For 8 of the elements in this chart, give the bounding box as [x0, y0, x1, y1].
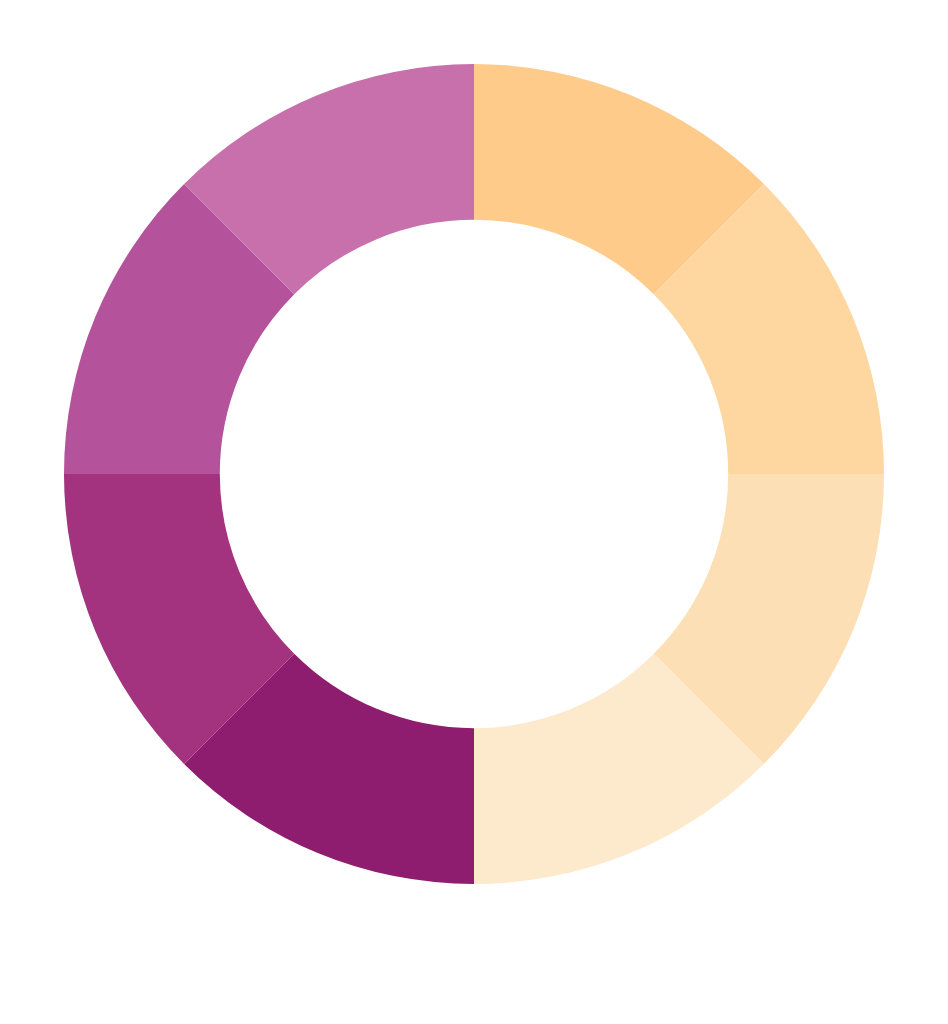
donut-slice — [64, 474, 295, 764]
donut-slice — [474, 64, 764, 295]
donut-slice — [184, 64, 474, 295]
donut-slice — [474, 653, 764, 884]
donut-slice — [653, 184, 884, 474]
donut-slice — [184, 653, 474, 884]
donut-slice — [64, 184, 295, 474]
donut-slice — [653, 474, 884, 764]
